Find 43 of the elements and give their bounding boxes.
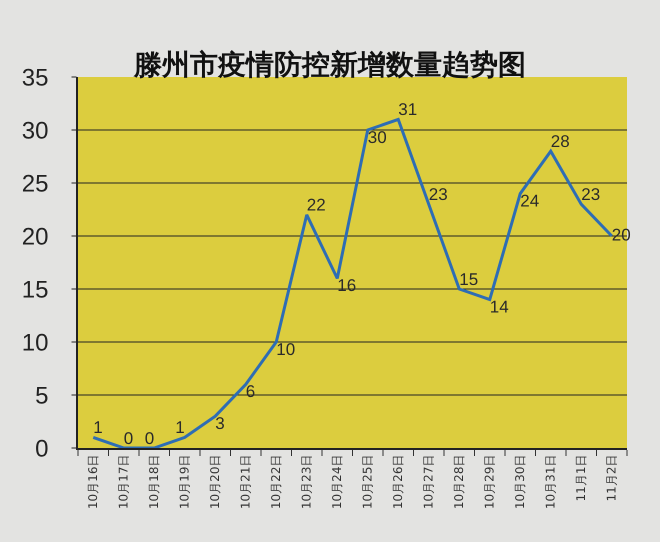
- data-label: 0: [124, 428, 134, 448]
- x-tick-label: 10月31日: [544, 454, 558, 510]
- x-tick-label: 10月19日: [178, 454, 192, 510]
- x-tick-label: 10月17日: [116, 454, 131, 510]
- data-label: 3: [215, 414, 225, 433]
- x-tick-label: 10月24日: [330, 454, 344, 510]
- y-tick-label: 15: [22, 276, 48, 304]
- x-tick-label: 10月23日: [300, 454, 314, 510]
- data-label: 24: [520, 191, 540, 210]
- y-tick-label: 20: [22, 223, 48, 250]
- data-label: 15: [459, 270, 478, 289]
- x-tick-label: 10月26日: [391, 454, 406, 510]
- chart-title: 滕州市疫情防控新增数量趋势图: [133, 48, 526, 81]
- y-tick-label: 25: [22, 170, 48, 198]
- data-label: 23: [581, 184, 600, 204]
- y-tick-label: 10: [22, 329, 48, 356]
- x-tick-label: 10月25日: [360, 454, 375, 510]
- x-tick-label: 10月30日: [513, 454, 528, 510]
- data-label: 23: [428, 184, 448, 204]
- x-tick-label: 10月22日: [269, 454, 284, 510]
- y-tick-label: 0: [35, 435, 48, 462]
- x-tick-label: 10月16日: [86, 454, 100, 510]
- x-tick-label: 10月28日: [452, 454, 466, 510]
- data-label: 10: [276, 340, 296, 359]
- data-label: 1: [93, 418, 103, 438]
- y-tick-label: 30: [22, 117, 48, 144]
- x-tick-label: 10月18日: [147, 454, 162, 510]
- line-series: [92, 118, 614, 448]
- data-label: 22: [306, 196, 326, 215]
- x-tick-label: 10月21日: [238, 454, 253, 510]
- data-label: 28: [550, 132, 570, 151]
- x-tick-label: 11月1日: [574, 454, 588, 502]
- x-tick-label: 11月2日: [604, 454, 619, 502]
- data-label: 31: [398, 100, 418, 120]
- data-label: 14: [490, 297, 509, 316]
- x-tick-label: 10月29日: [482, 454, 497, 510]
- x-tick-label: 10月27日: [422, 454, 436, 510]
- data-label: 0: [144, 428, 154, 448]
- data-label: 30: [368, 128, 387, 147]
- y-tick-label: 35: [22, 64, 48, 92]
- y-tick-label: 5: [35, 382, 48, 410]
- data-label: 1: [175, 418, 185, 438]
- x-tick-label: 10月20日: [208, 454, 222, 510]
